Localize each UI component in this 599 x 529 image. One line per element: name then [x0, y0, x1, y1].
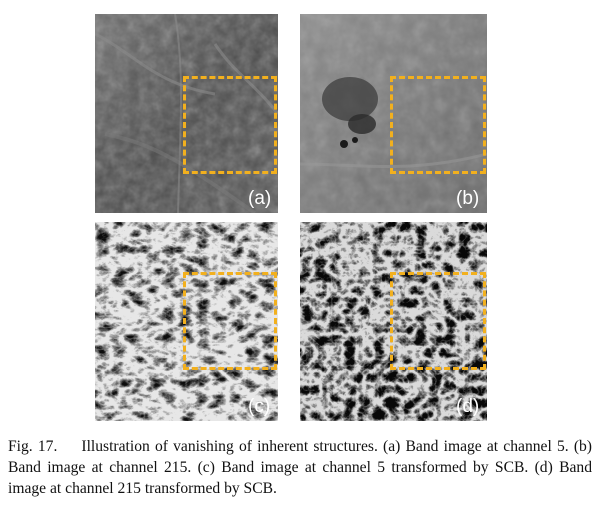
panel-c-scb-image: (c)	[95, 222, 278, 421]
panel-label: (b)	[456, 189, 479, 208]
panel-d-scb-image: (d)	[300, 222, 487, 421]
caption-text: Illustration of vanishing of inherent st…	[8, 438, 592, 497]
figure-caption: Fig. 17. Illustration of vanishing of inh…	[8, 436, 592, 499]
roi-box	[183, 76, 277, 174]
figure-number: Fig. 17.	[8, 438, 57, 455]
roi-box	[183, 272, 277, 370]
panel-label: (c)	[248, 397, 270, 416]
panel-b-band-image: (b)	[300, 14, 487, 213]
panel-label: (a)	[248, 189, 271, 208]
roi-box	[390, 272, 486, 370]
panel-a-band-image: (a)	[95, 14, 278, 213]
panel-label: (d)	[456, 397, 479, 416]
roi-box	[390, 76, 486, 174]
